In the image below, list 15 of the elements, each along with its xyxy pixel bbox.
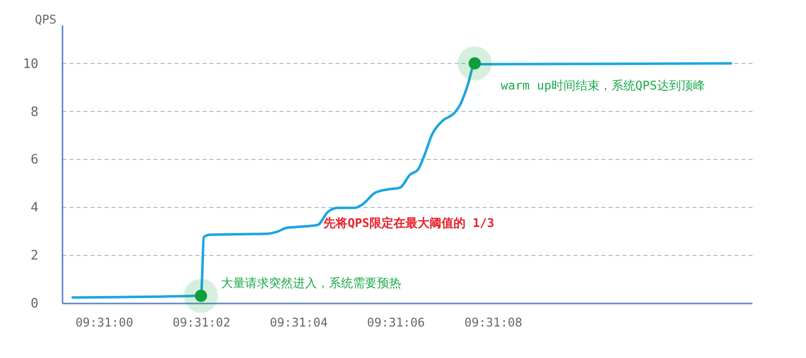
y-tick-label: 10 xyxy=(22,56,38,72)
x-tick-label: 09:31:06 xyxy=(367,316,425,330)
y-axis-title: QPS xyxy=(34,12,56,26)
x-tick-label: 09:31:02 xyxy=(172,316,230,330)
y-tick-label: 8 xyxy=(30,104,38,120)
annotation: 大量请求突然进入，系统需要预热 xyxy=(220,276,401,290)
x-tick-label: 09:31:04 xyxy=(270,316,328,330)
x-tick-label: 09:31:08 xyxy=(464,316,522,330)
y-tick-label: 0 xyxy=(30,296,38,312)
annotation: 先将QPS限定在最大阈值的 1/3 xyxy=(322,216,494,230)
y-tick-label: 2 xyxy=(30,248,38,264)
x-tick-label: 09:31:00 xyxy=(75,316,134,330)
y-tick-label: 6 xyxy=(30,152,38,168)
y-tick-label: 4 xyxy=(30,200,39,216)
annotation: warm up时间结束，系统QPS达到顶峰 xyxy=(500,78,705,92)
